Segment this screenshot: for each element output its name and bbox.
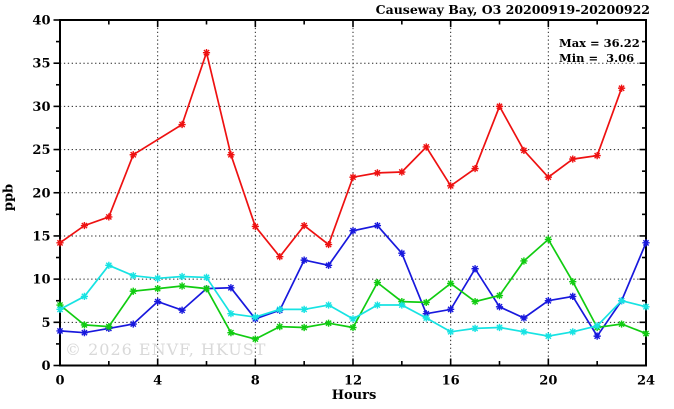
- series-red-line: [59, 49, 623, 259]
- x-tick-label: 20: [539, 374, 557, 389]
- stat-box: Max = 36.22 Min = 3.06: [559, 36, 640, 66]
- chart-title: Causeway Bay, O3 20200919-20200922: [375, 2, 650, 17]
- y-tick-label: 35: [32, 57, 50, 72]
- y-tick-label: 0: [41, 359, 50, 374]
- series-cyan-markers: [56, 261, 650, 340]
- x-axis-label: Hours: [331, 388, 377, 403]
- y-tick-label: 25: [32, 143, 50, 158]
- watermark: © 2026 ENVF, HKUST: [65, 340, 267, 359]
- y-tick-label: 20: [32, 186, 50, 201]
- max-value-label: Max = 36.22: [559, 36, 640, 50]
- x-tick-label: 0: [55, 374, 64, 389]
- series-cyan: [56, 261, 650, 340]
- axis-ticks: [53, 19, 647, 367]
- x-tick-label: 24: [637, 374, 655, 389]
- x-tick-label: 12: [344, 374, 362, 389]
- min-value-label: Min = 3.06: [559, 51, 635, 65]
- y-tick-label: 10: [32, 273, 50, 288]
- series-red-markers: [56, 49, 626, 261]
- x-tick-label: 8: [251, 374, 260, 389]
- x-tick-label: 16: [442, 374, 460, 389]
- y-tick-label: 40: [32, 14, 50, 29]
- x-tick-labels: 0 4 8 12 16 20 24: [55, 374, 655, 389]
- y-axis-label: ppb: [1, 183, 17, 212]
- y-tick-label: 5: [41, 316, 50, 331]
- y-tick-label: 15: [32, 229, 50, 244]
- x-tick-label: 4: [153, 374, 162, 389]
- series-red: [56, 49, 626, 261]
- plot-frame: [59, 19, 647, 367]
- y-tick-labels: 0 5 10 15 20 25 30 35 40: [32, 14, 50, 375]
- gridlines: [60, 20, 646, 366]
- y-tick-label: 30: [32, 100, 50, 115]
